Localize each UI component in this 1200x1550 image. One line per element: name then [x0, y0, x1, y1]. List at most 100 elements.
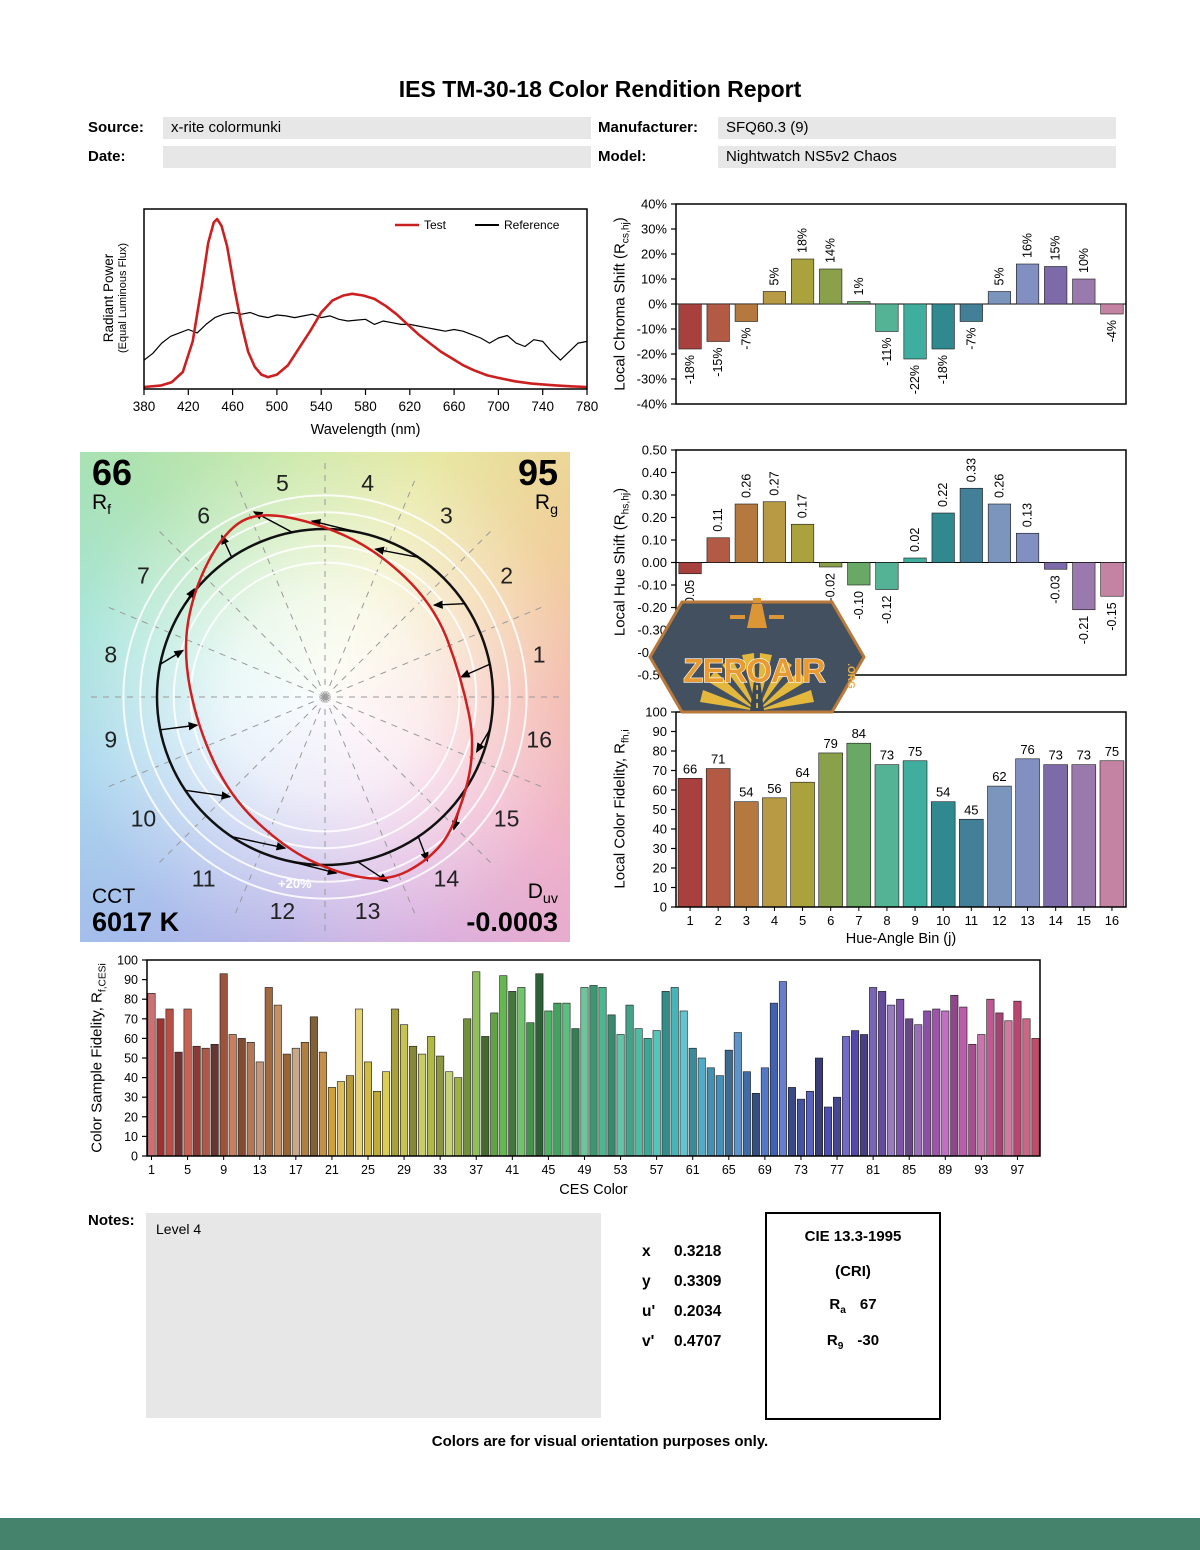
- bar: [846, 742, 872, 908]
- bar: [273, 1004, 282, 1157]
- bar: [847, 562, 871, 586]
- bar: [769, 1002, 778, 1157]
- svg-text:77: 77: [830, 1163, 844, 1177]
- duv-readout: Duv -0.0003: [466, 880, 558, 937]
- bin-number: 6: [197, 502, 210, 528]
- shift-arrow: [160, 722, 199, 731]
- bar: [643, 1038, 652, 1157]
- svg-text:580: 580: [354, 399, 377, 414]
- bar: [562, 1002, 571, 1157]
- bar-value-label: 62: [992, 769, 1006, 784]
- svg-text:1: 1: [686, 913, 693, 928]
- svg-text:15: 15: [1077, 913, 1091, 928]
- svg-text:57: 57: [650, 1163, 664, 1177]
- svg-text:0%: 0%: [648, 297, 667, 312]
- bar-value-label: -0.10: [852, 591, 866, 620]
- bar: [790, 781, 815, 908]
- bar-value-label: 0.26: [992, 474, 1006, 498]
- bar: [914, 1024, 923, 1157]
- date-value-field[interactable]: [163, 146, 591, 168]
- bar: [995, 1012, 1004, 1157]
- bar-value-label: 0.11: [711, 508, 725, 531]
- reference-circle: [155, 527, 495, 867]
- bar: [875, 303, 899, 332]
- bar: [400, 1024, 409, 1157]
- bar: [156, 1018, 165, 1157]
- bar: [607, 1014, 616, 1157]
- bar: [634, 1028, 643, 1157]
- bar: [147, 993, 156, 1157]
- bar: [987, 785, 1012, 908]
- svg-text:10: 10: [653, 880, 667, 895]
- svg-text:0.30: 0.30: [642, 488, 667, 503]
- svg-text:-20%: -20%: [637, 347, 668, 362]
- bar-value-label: 54: [936, 785, 950, 800]
- bar: [463, 1018, 472, 1157]
- badge-hexagon: [648, 600, 866, 714]
- svg-text:41: 41: [505, 1163, 519, 1177]
- shift-arrow: [374, 546, 419, 559]
- bar: [616, 1034, 625, 1157]
- bar-value-label: 0.17: [796, 494, 810, 518]
- source-value-field[interactable]: x-rite colormunki: [163, 117, 591, 139]
- tower-icon: [730, 598, 784, 628]
- bar: [210, 1043, 219, 1157]
- svg-text:1: 1: [148, 1163, 155, 1177]
- bar-value-label: -11%: [880, 338, 894, 366]
- source-label: Source:: [88, 119, 144, 136]
- bar: [734, 503, 758, 563]
- bin-number: 4: [361, 470, 374, 496]
- svg-text:-0.20: -0.20: [637, 600, 667, 615]
- bar: [762, 291, 786, 305]
- svg-text:14: 14: [1048, 913, 1062, 928]
- svg-text:460: 460: [221, 399, 244, 414]
- bar: [336, 1081, 345, 1157]
- bar: [762, 501, 786, 563]
- svg-text:65: 65: [722, 1163, 736, 1177]
- bar-value-label: 15%: [1049, 235, 1063, 260]
- manufacturer-value-field[interactable]: SFQ60.3 (9): [718, 117, 1116, 139]
- bar: [931, 512, 955, 563]
- svg-text:16: 16: [1105, 913, 1119, 928]
- shift-arrow: [292, 861, 338, 876]
- bin-number: 10: [131, 805, 157, 831]
- ring-plus20pct-label: +20%: [278, 876, 312, 891]
- legend-reference-label: Reference: [504, 218, 560, 232]
- bar: [930, 801, 956, 908]
- bar-value-label: 64: [795, 765, 809, 780]
- bar-value-label: -7%: [964, 328, 978, 350]
- hue-shift-y-axis-label: Local Hue Shift (Rhs,hj): [611, 487, 632, 637]
- svg-text:50: 50: [653, 802, 667, 817]
- notes-field[interactable]: Level 4: [146, 1213, 601, 1418]
- bar: [959, 487, 983, 563]
- bar: [903, 303, 927, 360]
- bottom-accent-bar: [0, 1518, 1200, 1550]
- bar: [787, 1087, 796, 1157]
- bar: [1100, 303, 1124, 315]
- bar-value-label: 54: [739, 785, 753, 800]
- bar: [291, 1047, 300, 1157]
- svg-text:69: 69: [758, 1163, 772, 1177]
- bar: [805, 1091, 814, 1157]
- bar-value-label: -22%: [908, 365, 922, 394]
- svg-text:0.50: 0.50: [642, 443, 667, 458]
- chroma-shift-plot-area: -40% -30% -20% -10% 0% 10% 20% 30% 40% -18% -15% -7…: [637, 192, 1168, 422]
- bar: [905, 1018, 914, 1157]
- bar: [987, 291, 1011, 305]
- svg-text:21: 21: [325, 1163, 339, 1177]
- bar: [264, 987, 273, 1157]
- bin-boundary-line: [324, 606, 543, 698]
- bar: [818, 752, 843, 908]
- bar-value-label: -0.21: [1077, 616, 1091, 645]
- bar: [733, 1032, 742, 1157]
- bin-boundary-line: [324, 696, 492, 864]
- model-value-field[interactable]: Nightwatch NS5v2 Chaos: [718, 146, 1116, 168]
- shift-arrow: [231, 836, 287, 851]
- bin-number: 2: [500, 563, 513, 589]
- svg-text:20: 20: [653, 861, 667, 876]
- svg-text:10%: 10%: [641, 272, 667, 287]
- bar-value-label: 71: [711, 752, 725, 767]
- bar: [887, 1004, 896, 1157]
- bar: [382, 1071, 391, 1157]
